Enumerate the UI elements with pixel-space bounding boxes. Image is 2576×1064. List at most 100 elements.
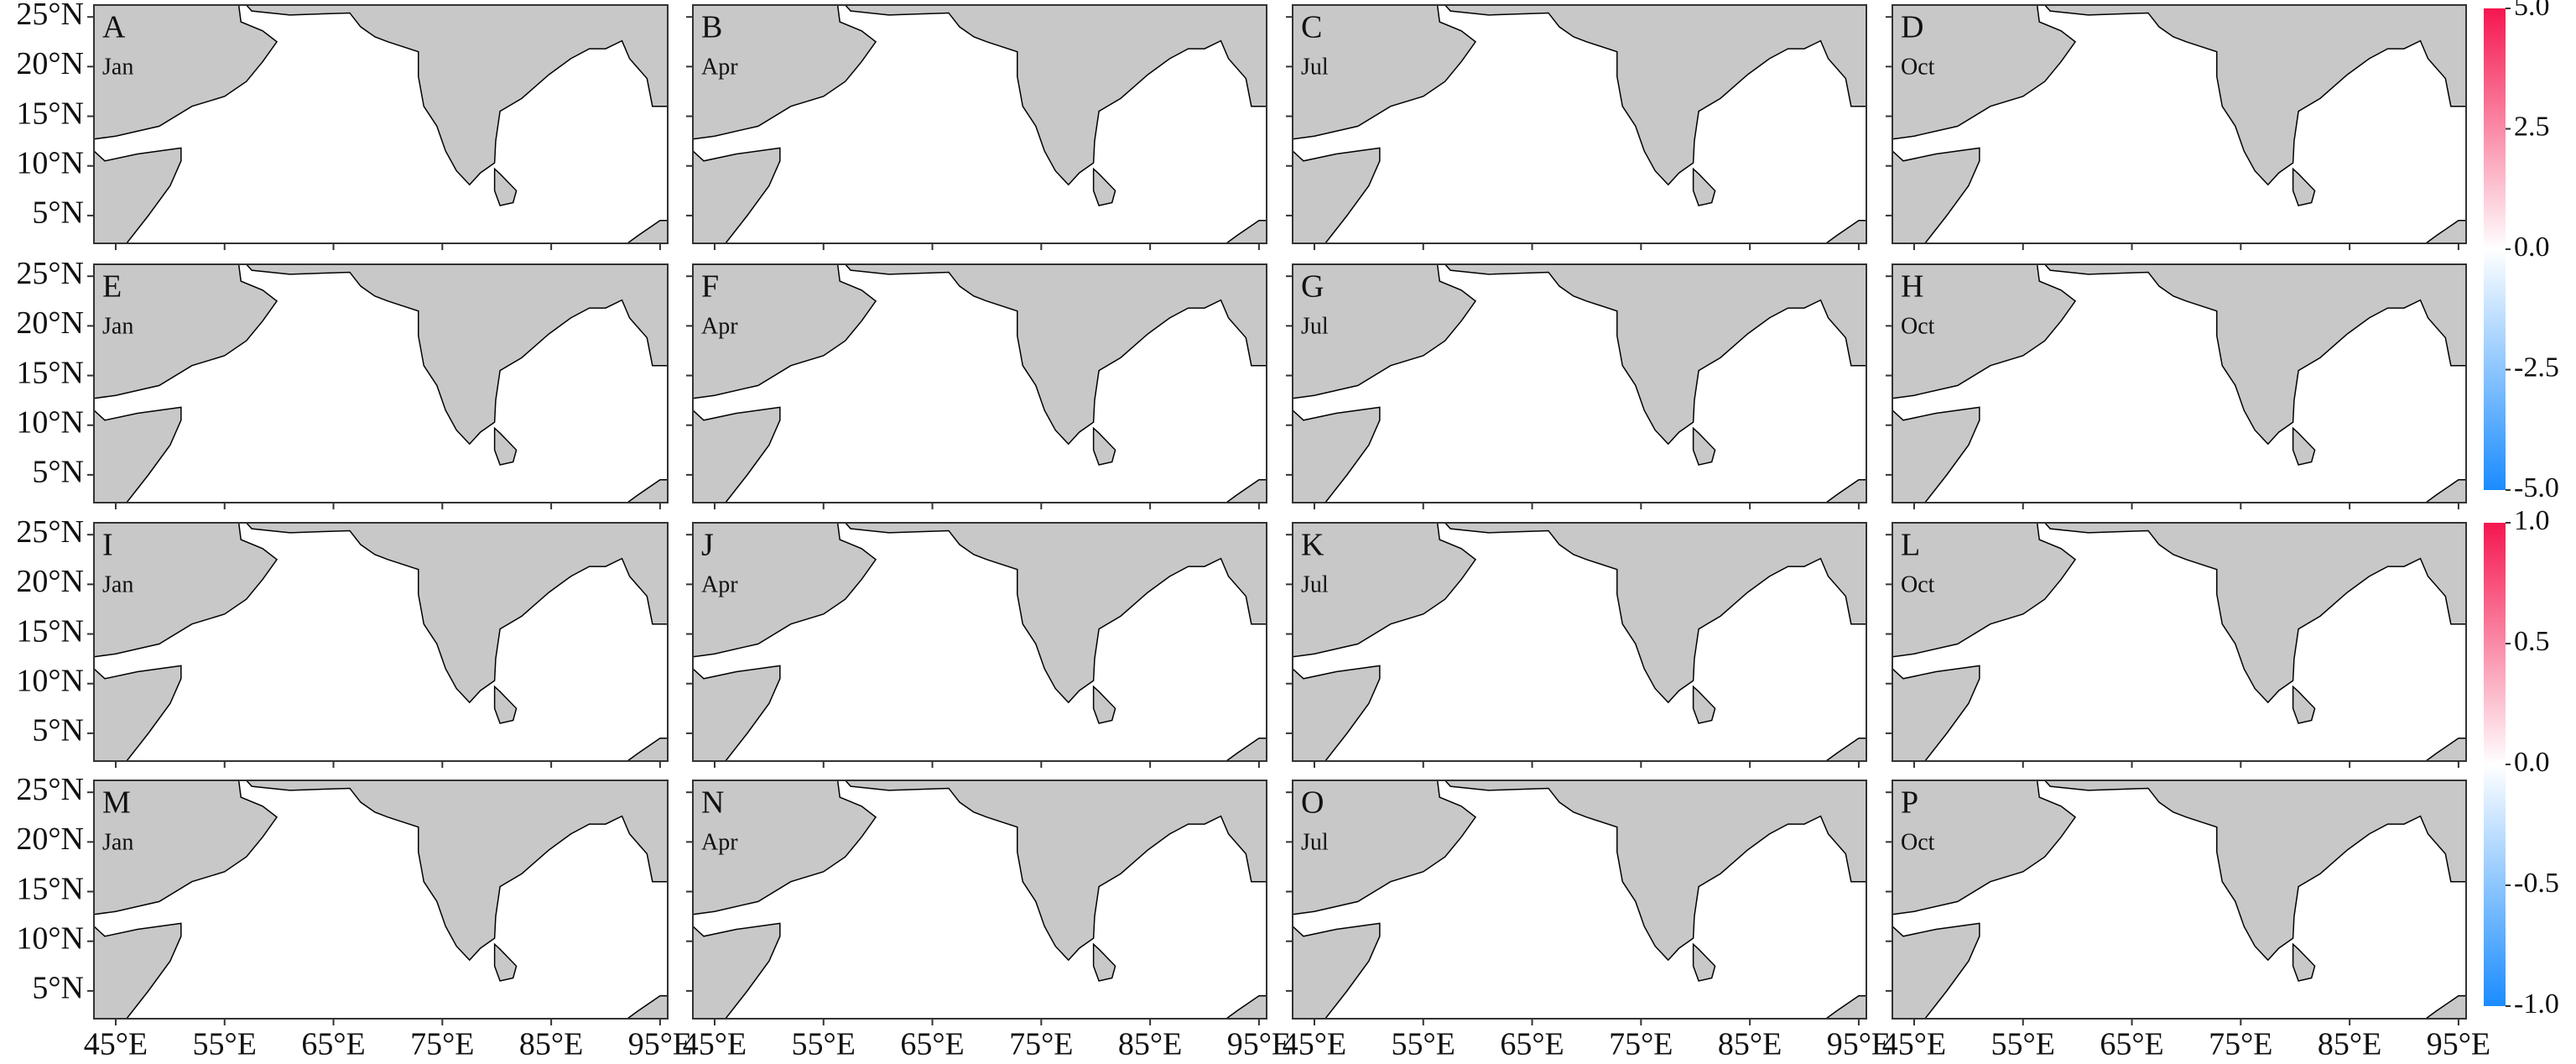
land <box>1444 780 1867 962</box>
y-tick-label: 25°N <box>16 772 84 807</box>
y-tick-label: 20°N <box>16 305 84 341</box>
x-tick-label: 45°E <box>84 1027 148 1060</box>
y-tick-label: 10°N <box>16 663 84 698</box>
panel-month: Jan <box>102 313 133 339</box>
land <box>1444 263 1867 446</box>
panel-letter: C <box>1301 10 1322 45</box>
land <box>2043 780 2467 962</box>
y-tick-label: 10°N <box>16 921 84 956</box>
y-tick-label: 15°N <box>16 871 84 906</box>
panel-frame <box>1292 522 1867 762</box>
map-panel: F Apr <box>686 263 1267 509</box>
panel-month: Jan <box>102 571 133 597</box>
land <box>1092 942 1116 982</box>
panel-frame <box>1892 263 2467 503</box>
land <box>844 522 1267 704</box>
x-tick-label: 85°E <box>1118 1027 1182 1060</box>
panel-frame <box>692 780 1267 1020</box>
colorbar <box>2484 8 2506 490</box>
panel-frame <box>1892 522 2467 762</box>
panel-month: Oct <box>1901 571 1935 597</box>
colorbar-tick-label: 2.5 <box>2514 111 2550 142</box>
land <box>245 4 669 186</box>
colorbar <box>2484 523 2506 1006</box>
panel-letter: P <box>1901 785 1918 821</box>
panel-letter: M <box>102 785 131 821</box>
land <box>844 780 1267 962</box>
y-tick-label: 10°N <box>16 145 84 180</box>
land <box>1092 167 1116 206</box>
x-tick-label: 45°E <box>1283 1027 1346 1060</box>
x-tick-label: 55°E <box>792 1027 856 1060</box>
panel-letter: E <box>102 269 122 305</box>
y-tick-label: 20°N <box>16 46 84 81</box>
panel-frame <box>93 522 669 762</box>
land <box>245 780 669 962</box>
colorbar-tick-label: 0.5 <box>2514 626 2550 657</box>
land <box>2292 426 2316 466</box>
y-tick-label: 25°N <box>16 0 84 32</box>
panel-letter: D <box>1901 10 1923 45</box>
land <box>1444 4 1867 186</box>
land <box>1444 522 1867 704</box>
panel-letter: G <box>1301 269 1324 305</box>
x-tick-label: 85°E <box>2318 1027 2381 1060</box>
colorbar-tick-label: 1.0 <box>2514 505 2550 536</box>
colorbar-tick-label: 5.0 <box>2514 0 2550 22</box>
y-tick-label: 25°N <box>16 256 84 291</box>
map-panel: K Jul <box>1286 522 1867 768</box>
panel-frame <box>93 263 669 503</box>
map-panel: D Oct <box>1886 4 2467 250</box>
x-tick-label: 75°E <box>1009 1027 1073 1060</box>
land <box>245 522 669 704</box>
y-tick-label: 15°N <box>16 96 84 131</box>
panel-month: Apr <box>701 829 738 855</box>
land <box>245 263 669 446</box>
map-panel: M Jan 5°N 10°N 15°N 20°N 25°N 45°E 55°E 65°E 75°E 8… <box>16 772 692 1062</box>
x-tick-label: 65°E <box>1500 1027 1564 1060</box>
panel-letter: A <box>102 10 126 45</box>
map-panel: J Apr <box>686 522 1267 768</box>
land <box>2043 4 2467 186</box>
panel-month: Apr <box>701 571 738 597</box>
y-tick-label: 20°N <box>16 564 84 599</box>
land <box>1692 426 1716 466</box>
panel-letter: I <box>102 528 113 563</box>
y-tick-label: 15°N <box>16 355 84 390</box>
colorbar-tick-label: -5.0 <box>2514 472 2559 503</box>
colorbar-tick-label: 0.0 <box>2514 747 2550 778</box>
panel-frame <box>1292 263 1867 503</box>
map-panel: E Jan 5°N 10°N 15°N 20°N 25°N <box>16 256 669 509</box>
panel-letter: H <box>1901 269 1923 305</box>
panel-month: Jan <box>102 54 133 80</box>
panel-letter: L <box>1901 528 1920 563</box>
y-tick-label: 25°N <box>16 514 84 550</box>
x-tick-label: 65°E <box>2100 1027 2163 1060</box>
map-panel: G Jul <box>1286 263 1867 509</box>
panel-month: Apr <box>701 54 738 80</box>
colorbar-tick-label: -0.5 <box>2514 868 2559 899</box>
panel-frame <box>692 522 1267 762</box>
land <box>2043 263 2467 446</box>
land <box>844 4 1267 186</box>
panel-month: Oct <box>1901 829 1935 855</box>
land <box>493 685 518 724</box>
panel-frame <box>1892 4 2467 244</box>
panel-letter: K <box>1301 528 1324 563</box>
land <box>1692 685 1716 724</box>
panel-letter: N <box>701 785 724 821</box>
x-tick-label: 45°E <box>1882 1027 1946 1060</box>
y-tick-label: 20°N <box>16 821 84 857</box>
land <box>493 942 518 982</box>
land <box>2292 685 2316 724</box>
map-panel: O Jul 45°E 55°E 65°E 75°E 85°E 95°E <box>1283 780 1891 1062</box>
colorbar-tick-label: 0.0 <box>2514 232 2550 263</box>
colorbar-tick-label: -1.0 <box>2514 988 2559 1020</box>
land <box>2292 167 2316 206</box>
land <box>493 426 518 466</box>
panel-month: Jan <box>102 829 133 855</box>
map-panel: A Jan 5°N 10°N 15°N 20°N 25°N <box>16 0 669 250</box>
map-panel: B Apr <box>686 4 1267 250</box>
map-panel: L Oct <box>1886 522 2467 768</box>
